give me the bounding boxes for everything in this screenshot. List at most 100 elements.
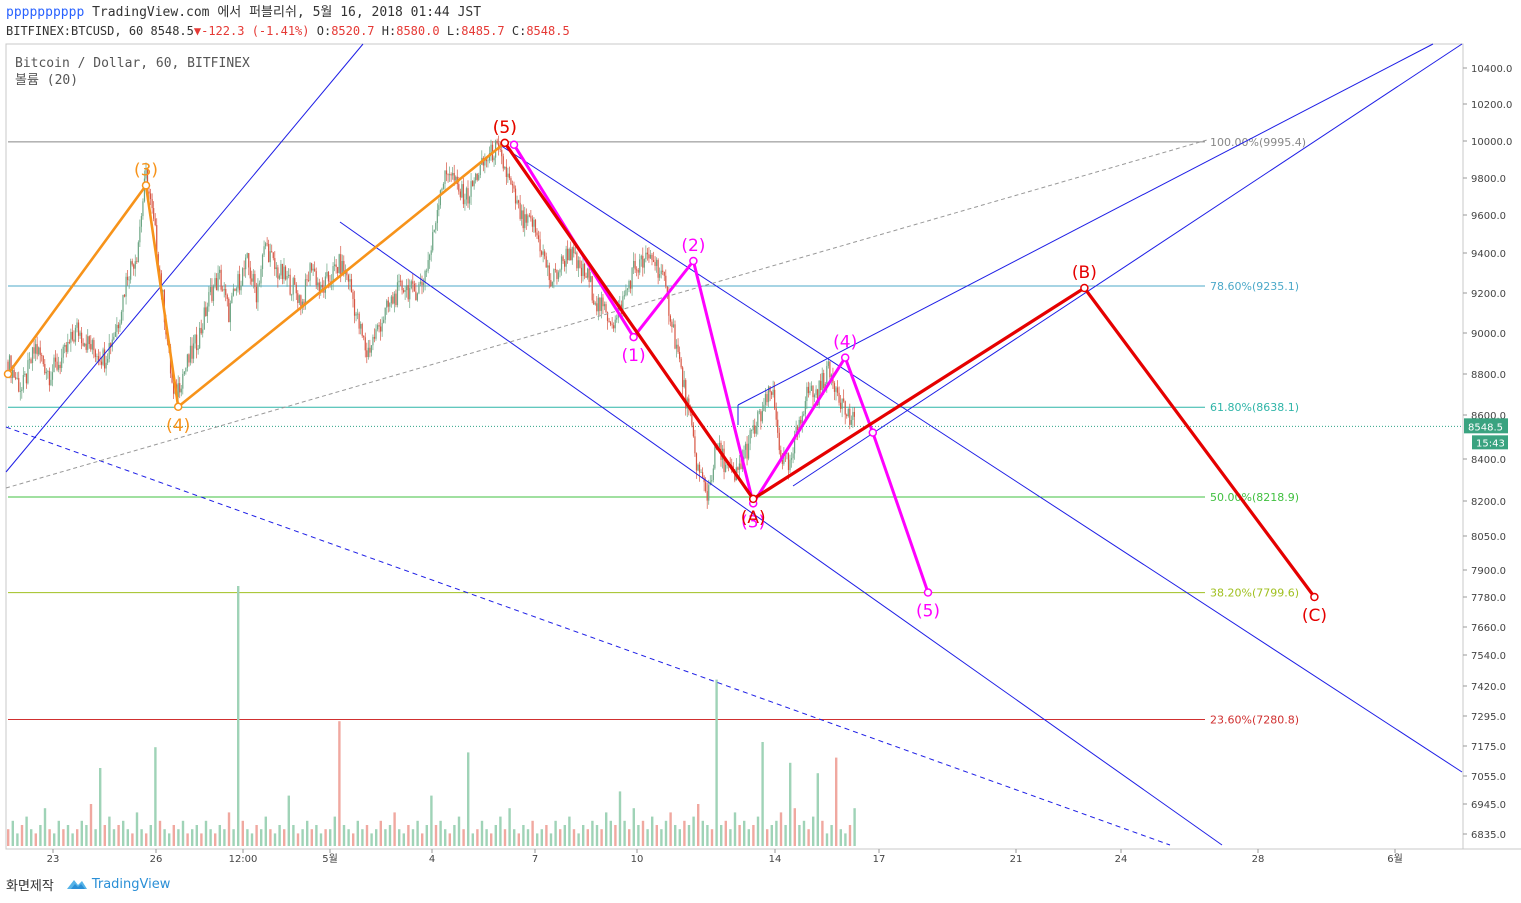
candle-body	[212, 286, 215, 301]
impulse-down-wave-point[interactable]	[923, 588, 933, 597]
impulse-down-wave-point[interactable]	[868, 428, 878, 437]
candle-body	[548, 265, 550, 281]
username[interactable]: pppppppppp	[6, 5, 85, 20]
candle-body	[665, 275, 667, 287]
impulse-down-wave-point[interactable]	[509, 140, 519, 149]
candle-body	[154, 218, 156, 226]
volume-bar	[540, 829, 543, 846]
candle-body	[349, 279, 351, 282]
candle-body	[153, 208, 155, 219]
candle-body	[127, 276, 129, 280]
candle-body	[666, 286, 668, 293]
candle-body	[179, 383, 181, 393]
volume-bar	[462, 829, 465, 846]
volume-bar	[191, 829, 194, 846]
candle-body	[15, 377, 17, 379]
channel-lower-dashed	[5, 426, 1171, 846]
candle-body	[35, 344, 37, 354]
candle-body	[277, 267, 279, 279]
price-axis[interactable]: 10400.0 10200.0 10000.0 9800.0 9600.0 9400.0 9…	[1463, 64, 1512, 841]
y-tick-label: 6835.0	[1471, 830, 1506, 841]
last-price-tag	[1464, 418, 1508, 434]
impulse-up-wave-point[interactable]	[173, 402, 183, 412]
impulse-down-wave-label: (4)	[833, 333, 857, 353]
abc-wave-point[interactable]	[500, 138, 510, 148]
candle-body	[96, 356, 98, 358]
candle-body	[94, 350, 96, 357]
volume-bar	[830, 825, 833, 846]
abc-wave-label: (A)	[741, 508, 766, 528]
candle-body	[774, 389, 776, 409]
candle-body	[442, 183, 445, 189]
candle-body	[527, 215, 529, 223]
volume-bar	[329, 829, 332, 846]
trend-lines	[5, 43, 1463, 846]
candle-body	[281, 263, 284, 280]
volume-bar	[181, 820, 185, 846]
volume-bar	[669, 812, 672, 846]
candle-body	[847, 408, 849, 417]
impulse-down-wave-point[interactable]	[840, 353, 850, 362]
candle-body	[128, 279, 130, 281]
candle-body	[45, 371, 47, 374]
x-tick-label: 17	[873, 854, 886, 865]
volume-bar	[145, 833, 148, 846]
low-label: L:	[446, 24, 462, 38]
candle-body	[298, 295, 300, 303]
volume-bar	[393, 812, 396, 846]
impulse-down-wave-point[interactable]	[629, 332, 638, 342]
candle-body	[755, 425, 757, 434]
tradingview-brand[interactable]: TradingView	[66, 877, 170, 892]
candle-body	[484, 159, 486, 166]
volume-bar	[697, 804, 700, 846]
candle-body	[738, 463, 740, 470]
candle-body	[263, 246, 265, 255]
candle-body	[778, 432, 780, 451]
abc-wave-point[interactable]	[1310, 592, 1319, 602]
candle-body	[813, 394, 816, 398]
y-tick-label: 6945.0	[1471, 800, 1506, 811]
volume-bar	[609, 820, 612, 846]
candle-body	[28, 359, 31, 361]
impulse-down-wave-point[interactable]	[689, 256, 698, 266]
candle-body	[177, 383, 179, 397]
y-tick-label: 7295.0	[1471, 712, 1506, 723]
candle-body	[562, 256, 564, 262]
candle-body	[205, 307, 207, 317]
made-with-label: 화면제작	[6, 878, 54, 894]
candle-body	[376, 325, 379, 330]
time-axis[interactable]: 23 26 12:00 5월 4 7 10 14 17 21 24 28 6월	[47, 849, 1403, 865]
candle-body	[525, 214, 527, 223]
candle-body	[510, 178, 512, 185]
candle-body	[504, 166, 506, 169]
fib-label-4: 38.20%(7799.6)	[1210, 587, 1299, 600]
impulse-down-wave-label: (2)	[681, 236, 705, 256]
candle-body	[685, 380, 687, 409]
candle-body	[626, 288, 629, 290]
candle-body	[235, 288, 238, 291]
candle-body	[645, 252, 647, 260]
candle-body	[65, 344, 67, 352]
candle-body	[800, 419, 802, 424]
candle-body	[804, 401, 806, 415]
candle-body	[332, 266, 334, 282]
candle-body	[600, 297, 602, 311]
candle-body	[334, 264, 336, 267]
candle-body	[462, 184, 464, 205]
volume-bar	[674, 825, 677, 846]
impulse-up-wave-point[interactable]	[141, 181, 151, 190]
abc-wave-point[interactable]	[1080, 283, 1089, 293]
open-value: 8520.7	[331, 24, 375, 38]
impulse-up-wave-point[interactable]	[3, 369, 13, 379]
candle-body	[82, 343, 84, 346]
volume-bar	[94, 829, 97, 846]
y-tick-label: 9000.0	[1471, 329, 1506, 340]
candle-body	[539, 239, 541, 252]
volume-bar	[71, 833, 74, 846]
volume-bar	[135, 812, 139, 846]
abc-wave-point[interactable]	[748, 494, 758, 504]
candle-body	[764, 394, 767, 405]
candle-body	[326, 271, 328, 277]
volume-bar	[168, 833, 171, 846]
